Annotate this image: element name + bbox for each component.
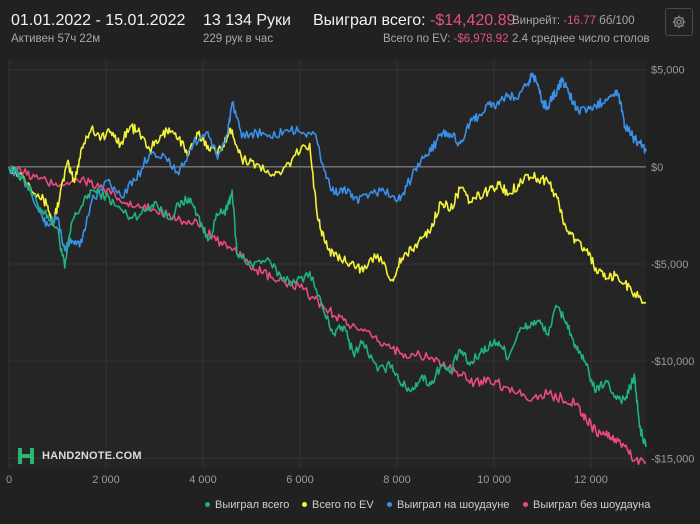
winrate: Винрейт: -16.77 бб/100 [512,15,635,27]
active-time: Активен 57ч 22м [11,33,101,45]
settings-button[interactable] [665,8,693,36]
x-tick-label: 0 [6,474,12,486]
y-tick-label: $5,000 [651,65,685,77]
legend-item-showdown[interactable]: Выиграл на шоудауне [387,499,509,511]
x-tick-label: 2 000 [92,474,120,486]
winrate-value: -16.77 [563,15,596,27]
legend-label: Выиграл всего [215,499,290,511]
winrate-label: Винрейт: [512,15,561,27]
gear-icon [672,15,686,29]
y-tick-label: -$10,000 [651,356,694,368]
y-tick-label: $0 [651,162,663,174]
legend-label: Выиграл без шоудауна [533,499,651,511]
x-tick-label: 10 000 [477,474,511,486]
legend-dot [387,501,392,507]
won-total: Выиграл всего: -$14,420.89 [313,12,515,30]
x-tick-label: 8 000 [383,474,411,486]
legend-dot [205,501,210,507]
hands-count: 13 134 Руки [203,12,291,29]
won-total-value: -$14,420.89 [430,12,516,29]
winrate-unit: бб/100 [599,15,635,27]
ev-total: Всего по EV: -$6,978.92 [383,33,508,45]
date-range: 01.01.2022 - 15.01.2022 [11,12,186,29]
hand2note-logo-icon [18,448,34,464]
won-total-label: Выиграл всего: [313,12,426,29]
logo-text: HAND2NOTE.COM [42,450,142,462]
series-line [8,123,647,305]
hand2note-logo: HAND2NOTE.COM [16,446,142,466]
y-tick-label: -$15,000 [651,453,694,465]
series-line [8,165,647,466]
ev-total-value: -$6,978.92 [453,33,509,45]
legend-dot [523,501,528,507]
legend-item-won-total[interactable]: Выиграл всего [205,499,289,511]
legend-item-non-showdown[interactable]: Выиграл без шоудауна [523,499,650,511]
x-tick-label: 6 000 [286,474,314,486]
series-line [8,72,647,254]
hands-per-hour: 229 рук в час [203,33,274,45]
legend-label: Всего по EV [312,499,374,511]
x-tick-label: 4 000 [189,474,217,486]
y-tick-label: -$5,000 [651,259,688,271]
x-tick-label: 12 000 [574,474,608,486]
series-line [8,166,647,448]
ev-total-label: Всего по EV: [383,33,451,45]
legend-dot [302,501,307,507]
legend-item-ev-total[interactable]: Всего по EV [302,499,374,511]
legend-label: Выиграл на шоудауне [397,499,510,511]
avg-tables: 2.4 среднее число столов [512,33,650,45]
